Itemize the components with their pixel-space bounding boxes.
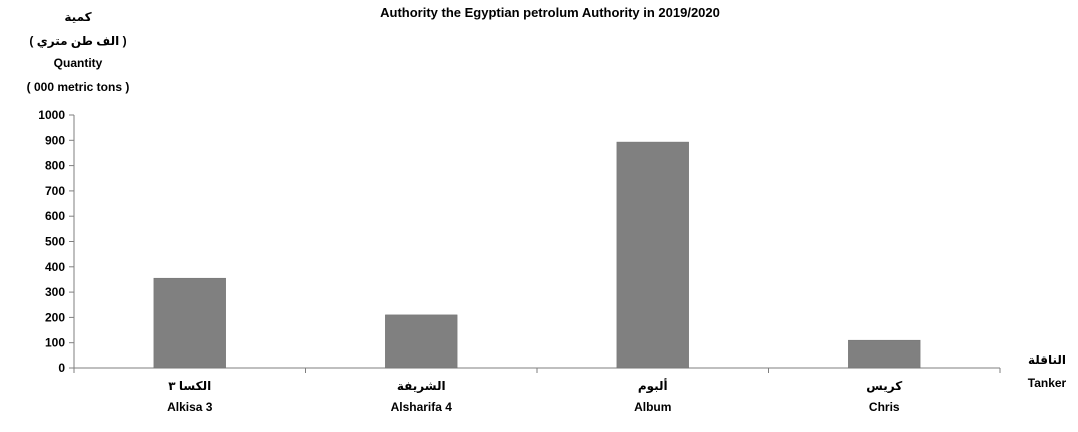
x-axis-label-english: Tanker	[1028, 376, 1067, 390]
bar	[153, 277, 226, 369]
x-tick-label-english: Chris	[869, 400, 900, 414]
y-tick-label: 300	[45, 285, 65, 299]
y-axis-label-arabic: كمية	[64, 10, 91, 24]
y-tick-label: 600	[45, 209, 65, 223]
y-tick-label: 100	[45, 336, 65, 350]
y-tick-label: 500	[45, 235, 65, 249]
x-tick-label-arabic: الكسا ٣	[168, 379, 211, 393]
y-tick-label: 700	[45, 184, 65, 198]
x-tick-label-english: Alkisa 3	[167, 400, 213, 414]
x-tick-label-english: Album	[634, 400, 671, 414]
x-tick-label-arabic: ألبوم	[638, 378, 668, 394]
y-axis-label-english-unit: ( 000 metric tons )	[27, 80, 130, 94]
y-tick-label: 200	[45, 310, 65, 324]
plot-area: 0 100 200 300 400 500 600 700 800 900 1000 الكسا ٣ A…	[38, 108, 1001, 414]
x-tick-label-english: Alsharifa 4	[391, 400, 453, 414]
bar	[848, 339, 921, 369]
y-tick-label: 1000	[38, 108, 65, 122]
y-tick-label: 800	[45, 159, 65, 173]
y-tick-label: 400	[45, 260, 65, 274]
y-tick-label: 900	[45, 133, 65, 147]
bar	[616, 141, 689, 369]
y-axis-label-arabic-unit: ( الف طن متري )	[29, 34, 126, 48]
y-tick-label: 0	[58, 361, 65, 375]
bar	[385, 314, 458, 369]
x-tick-label-arabic: الشريفة	[397, 379, 446, 393]
chart-title: Authority the Egyptian petrolum Authorit…	[380, 5, 720, 20]
x-axis-label-arabic: الناقلة	[1028, 353, 1066, 367]
x-tick-label-arabic: كريس	[866, 379, 902, 393]
y-axis-label-english: Quantity	[54, 56, 103, 70]
